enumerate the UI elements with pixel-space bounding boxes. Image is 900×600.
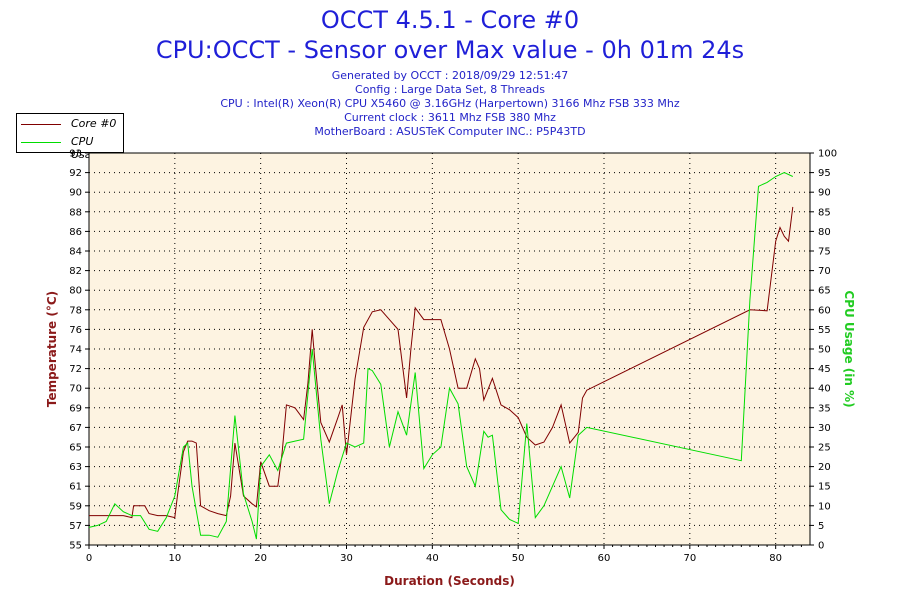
y-left-tick-label: 88 <box>69 207 82 218</box>
y-left-tick-label: 72 <box>69 364 82 375</box>
legend-label-core0: Core #0 <box>71 117 117 130</box>
y-right-tick-label: 5 <box>818 521 824 532</box>
y-right-tick-label: 85 <box>818 207 831 218</box>
y-right-tick-label: 55 <box>818 325 831 336</box>
info-clock: Current clock : 3611 Mhz FSB 380 Mhz <box>344 111 556 124</box>
y-right-tick-label: 80 <box>818 227 831 238</box>
y-right-tick-label: 0 <box>818 541 824 552</box>
x-tick-label: 10 <box>168 553 181 564</box>
y-left-tick-label: 92 <box>69 168 82 179</box>
series-line-cpu-usage <box>88 172 794 540</box>
y-left-tick-label: 67 <box>69 423 82 434</box>
y-right-tick-label: 45 <box>818 364 831 375</box>
y-left-tick-label: 78 <box>69 305 82 316</box>
x-tick-label: 20 <box>254 553 267 564</box>
y-left-tick-label: 82 <box>69 266 82 277</box>
info-cpu: CPU : Intel(R) Xeon(R) CPU X5460 @ 3.16G… <box>220 97 680 110</box>
y-left-tick-label: 76 <box>69 325 82 336</box>
y-right-tick-label: 70 <box>818 266 831 277</box>
chart-subtitle: CPU:OCCT - Sensor over Max value - 0h 01… <box>155 36 745 64</box>
y-left-tick-label: 74 <box>69 345 82 356</box>
y-left-tick-label: 65 <box>69 443 82 454</box>
x-tick-label: 70 <box>683 553 696 564</box>
info-motherboard: MotherBoard : ASUSTeK Computer INC.: P5P… <box>314 125 586 138</box>
y-left-axis-label: Temperature (°C) <box>45 291 59 407</box>
y-left-tick-label: 69 <box>69 403 82 414</box>
x-tick-label: 40 <box>426 553 439 564</box>
y-right-tick-label: 75 <box>818 247 831 258</box>
y-left-tick-label: 61 <box>69 482 82 493</box>
x-tick-label: 60 <box>598 553 611 564</box>
y-right-tick-label: 60 <box>818 305 831 316</box>
y-right-tick-label: 30 <box>818 423 831 434</box>
y-left-tick-label: 63 <box>69 462 82 473</box>
x-tick-label: 0 <box>86 553 92 564</box>
y-right-tick-label: 65 <box>818 286 831 297</box>
y-right-tick-label: 100 <box>818 149 837 160</box>
y-left-tick-label: 90 <box>69 188 82 199</box>
y-right-tick-label: 90 <box>818 188 831 199</box>
y-left-tick-label: 80 <box>69 286 82 297</box>
series-line-core0 <box>89 206 794 519</box>
y-right-tick-label: 40 <box>818 384 831 395</box>
y-right-tick-label: 20 <box>818 462 831 473</box>
x-tick-label: 30 <box>340 553 353 564</box>
y-left-tick-label: 93 <box>69 149 82 160</box>
y-right-tick-label: 35 <box>818 403 831 414</box>
y-left-tick-label: 70 <box>69 384 82 395</box>
y-right-tick-label: 95 <box>818 168 831 179</box>
y-left-tick-label: 84 <box>69 247 82 258</box>
y-right-tick-label: 15 <box>818 482 831 493</box>
legend-swatch-core0 <box>21 124 61 125</box>
info-config: Config : Large Data Set, 8 Threads <box>355 83 545 96</box>
y-right-axis-label: CPU Usage (in %) <box>842 290 856 407</box>
x-tick-label: 80 <box>769 553 782 564</box>
y-right-tick-label: 10 <box>818 501 831 512</box>
info-generated: Generated by OCCT : 2018/09/29 12:51:47 <box>331 69 569 82</box>
y-right-tick-label: 25 <box>818 443 831 454</box>
y-left-tick-label: 59 <box>69 501 82 512</box>
legend-swatch-cpu-usage <box>21 142 61 143</box>
y-left-tick-label: 86 <box>69 227 82 238</box>
x-tick-label: 50 <box>512 553 525 564</box>
y-right-tick-label: 50 <box>818 345 831 356</box>
x-axis-label: Duration (Seconds) <box>384 574 515 588</box>
y-left-tick-label: 57 <box>69 521 82 532</box>
y-left-tick-label: 55 <box>69 541 82 552</box>
chart-title: OCCT 4.5.1 - Core #0 <box>320 6 580 34</box>
chart-legend: Core #0 CPU Usage <box>16 113 124 161</box>
legend-item-core0: Core #0 <box>17 116 123 132</box>
